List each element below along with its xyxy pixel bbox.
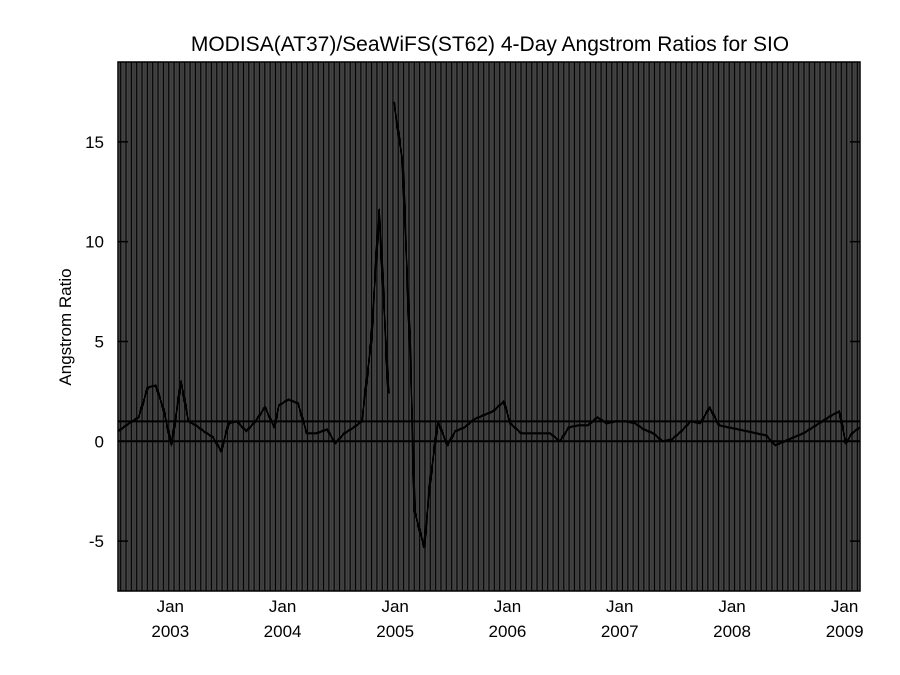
reference-lines — [118, 420, 860, 443]
y-axis: -5 0 5 10 15 — [85, 133, 860, 551]
y-tick-label: 10 — [85, 233, 104, 252]
x-tick-month-label: Jan — [269, 597, 296, 616]
x-tick-month-label: Jan — [494, 597, 521, 616]
chart-title: MODISA(AT37)/SeaWiFS(ST62) 4-Day Angstro… — [191, 33, 789, 56]
vertical-grid — [118, 62, 860, 591]
x-axis: Jan 2003 Jan 2004 Jan 2005 Jan 2006 Jan 2007 Jan 20… — [151, 597, 863, 641]
x-tick-year-label: 2008 — [713, 622, 751, 641]
y-axis-label: Angstrom Ratio — [56, 268, 75, 385]
x-tick-year-label: 2003 — [151, 622, 189, 641]
x-tick-month-label: Jan — [718, 597, 745, 616]
y-tick-label: 5 — [95, 332, 104, 351]
data-series — [117, 101, 861, 549]
y-tick-label: -5 — [89, 532, 104, 551]
x-tick-year-label: 2004 — [264, 622, 302, 641]
x-tick-month-label: Jan — [606, 597, 633, 616]
x-tick-year-label: 2006 — [489, 622, 527, 641]
x-tick-month-label: Jan — [831, 597, 858, 616]
x-tick-year-label: 2007 — [601, 622, 639, 641]
series-line — [392, 101, 861, 549]
y-tick-label: 15 — [85, 133, 104, 152]
series-line — [117, 208, 390, 453]
x-tick-month-label: Jan — [381, 597, 408, 616]
plot-frame — [117, 61, 861, 592]
x-tick-year-label: 2005 — [376, 622, 414, 641]
x-tick-month-label: Jan — [157, 597, 184, 616]
x-tick-year-label: 2009 — [826, 622, 864, 641]
y-tick-label: 0 — [95, 432, 104, 451]
